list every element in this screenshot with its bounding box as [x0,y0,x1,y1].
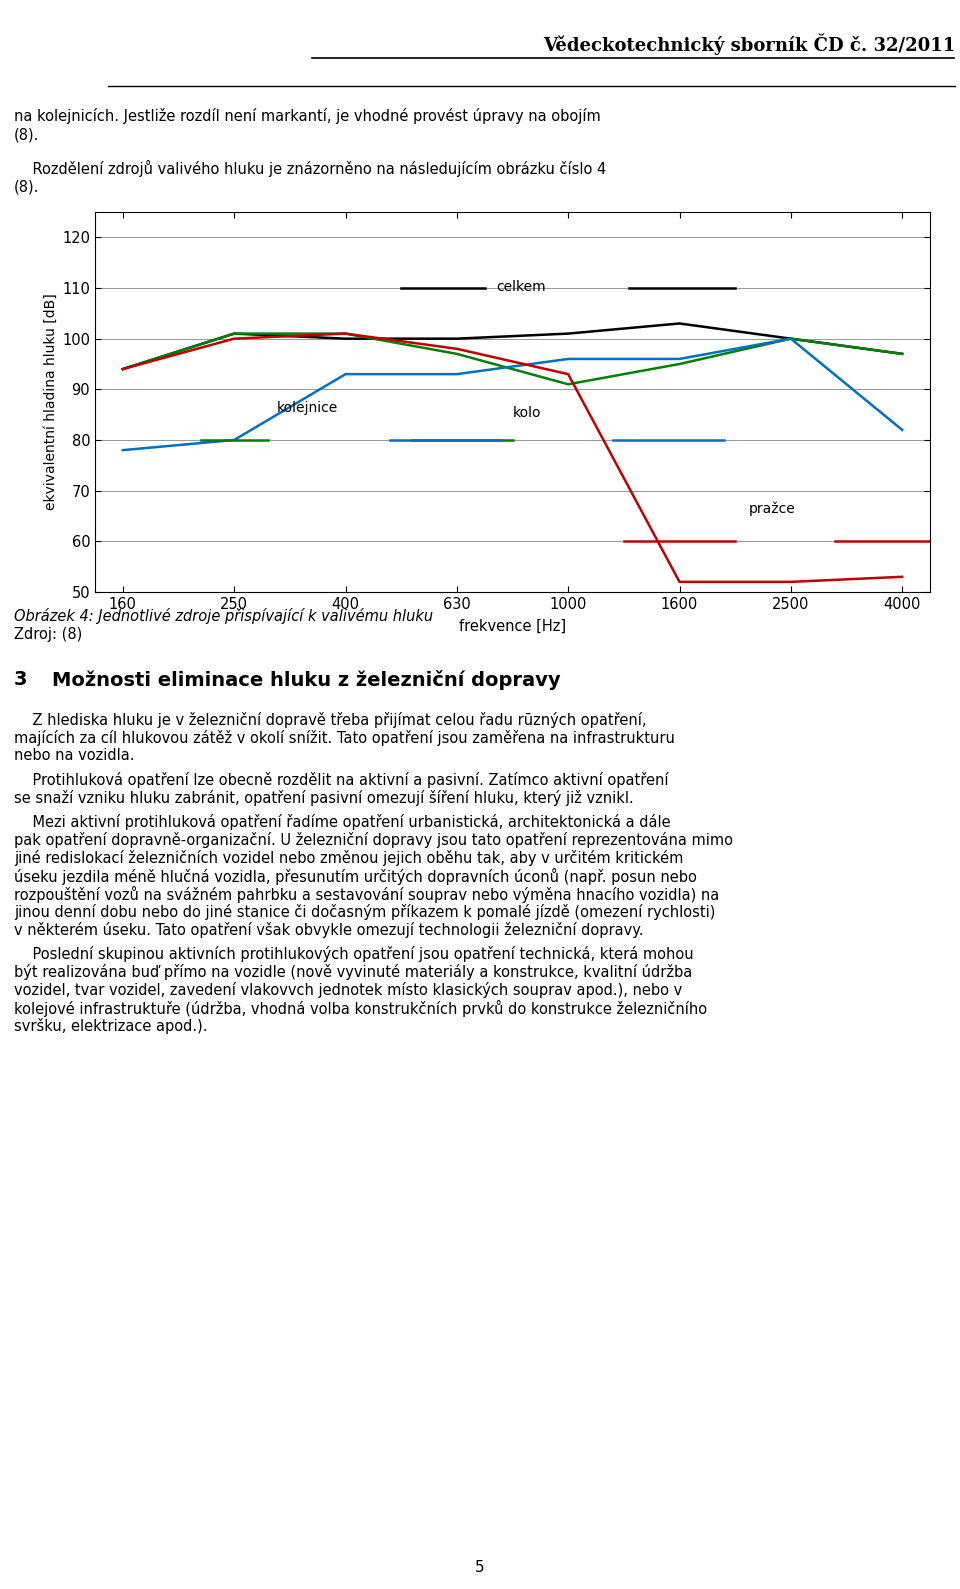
Text: (8).: (8). [14,127,39,141]
Text: nebo na vozidla.: nebo na vozidla. [14,748,134,763]
Text: Protihluková opatření lze obecně rozdělit na aktivní a pasivní. Zatímco aktivní : Protihluková opatření lze obecně rozděli… [14,772,668,788]
Y-axis label: ekvivalentní hladina hluku [dB]: ekvivalentní hladina hluku [dB] [44,294,58,510]
Text: kolejové infrastruktuře (údržba, vhodná volba konstrukčních prvků do konstrukce : kolejové infrastruktuře (údržba, vhodná … [14,999,708,1017]
Text: vozidel, tvar vozidel, zavedení vlakovvch jednotek místo klasických souprav apod: vozidel, tvar vozidel, zavedení vlakovvc… [14,982,683,998]
Text: Zdroj: (8): Zdroj: (8) [14,628,83,642]
Text: 3: 3 [14,671,28,690]
Text: pražce: pražce [749,502,795,516]
Text: v některém úseku. Tato opatření však obvykle omezují technologii železniční dopr: v některém úseku. Tato opatření však obv… [14,922,643,938]
Text: kolejnice: kolejnice [276,400,338,415]
Text: úseku jezdila méně hlučná vozidla, přesunutím určitých dopravních úconů (např. p: úseku jezdila méně hlučná vozidla, přesu… [14,868,697,885]
Text: Rozdělení zdrojů valivého hluku je znázorněno na následujícím obrázku číslo 4: Rozdělení zdrojů valivého hluku je znázo… [14,160,607,176]
Text: celkem: celkem [495,280,545,294]
Text: Vědeckotechnický sborník ČD č. 32/2011: Vědeckotechnický sborník ČD č. 32/2011 [542,33,955,54]
Text: (8).: (8). [14,180,39,194]
Text: se snaží vzniku hluku zabránit, opatření pasivní omezují šíření hluku, který již: se snaží vzniku hluku zabránit, opatření… [14,790,634,806]
Text: Obrázek 4: Jednotlivé zdroje přispívající k valivému hluku: Obrázek 4: Jednotlivé zdroje přispívajíc… [14,609,433,624]
Text: na kolejnicích. Jestliže rozdíl není markantí, je vhodné provést úpravy na obojí: na kolejnicích. Jestliže rozdíl není mar… [14,108,601,124]
Text: kolo: kolo [513,407,541,419]
X-axis label: frekvence [Hz]: frekvence [Hz] [459,618,566,634]
Text: Poslední skupinou aktivních protihlukových opatření jsou opatření technická, kte: Poslední skupinou aktivních protihlukový… [14,945,694,961]
Text: jiné redislokací železničních vozidel nebo změnou jejich oběhu tak, aby v určité: jiné redislokací železničních vozidel ne… [14,850,684,866]
Text: být realizována buď přímo na vozidle (nově vyvinuté materiály a konstrukce, kval: být realizována buď přímo na vozidle (no… [14,965,692,980]
Text: pak opatření dopravně-organizační. U železniční dopravy jsou tato opatření repre: pak opatření dopravně-organizační. U žel… [14,833,733,849]
Text: Mezi aktivní protihluková opatření řadíme opatření urbanistická, architektonická: Mezi aktivní protihluková opatření řadím… [14,814,671,829]
Text: Z hlediska hluku je v železniční dopravě třeba přijímat celou řadu rūzných opatř: Z hlediska hluku je v železniční dopravě… [14,712,646,728]
Text: Možnosti eliminace hluku z železniční dopravy: Možnosti eliminace hluku z železniční do… [52,671,561,690]
Text: svršku, elektrizace apod.).: svršku, elektrizace apod.). [14,1019,207,1034]
Text: jinou denní dobu nebo do jiné stanice či dočasným příkazem k pomalé jízdě (omeze: jinou denní dobu nebo do jiné stanice či… [14,904,715,920]
Text: 5: 5 [475,1560,485,1576]
Text: majících za cíl hlukovou zátěž v okolí snížit. Tato opatření jsou zaměřena na in: majících za cíl hlukovou zátěž v okolí s… [14,729,675,745]
Text: rozpouštění vozů na svážném pahrbku a sestavování souprav nebo výměna hnacího vo: rozpouštění vozů na svážném pahrbku a se… [14,887,719,903]
